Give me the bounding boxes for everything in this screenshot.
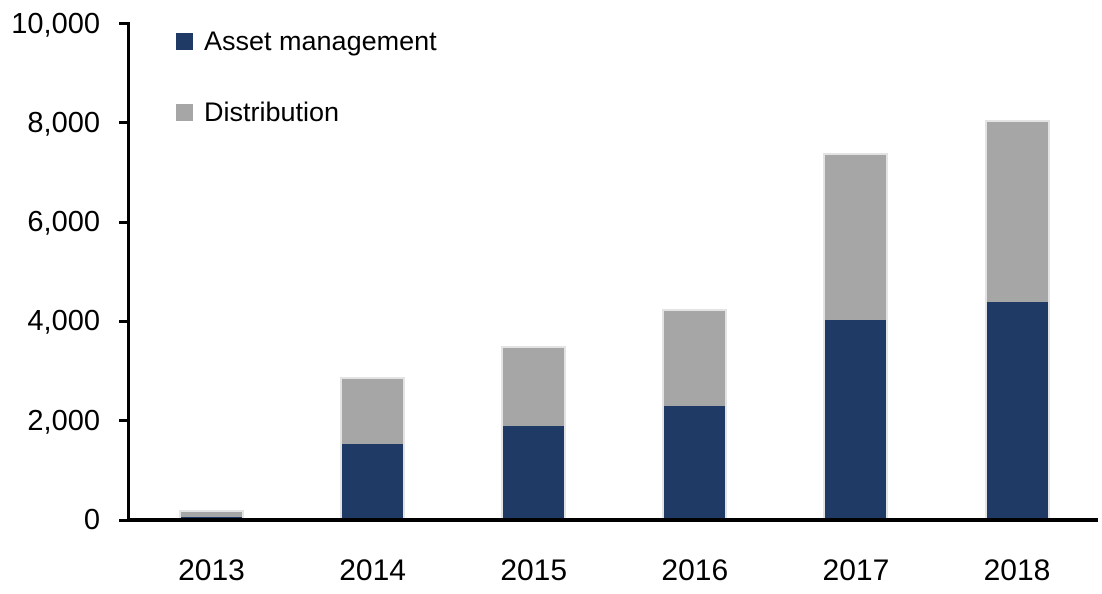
y-tick-mark — [119, 319, 130, 323]
legend-label-distribution: Distribution — [204, 96, 340, 127]
bar-2016 — [662, 308, 728, 522]
y-axis-line — [127, 22, 130, 521]
x-tick-label: 2013 — [178, 554, 245, 587]
x-tick-label: 2014 — [339, 554, 406, 587]
x-axis-line — [127, 518, 1098, 522]
y-tick-label: 2,000 — [27, 404, 100, 437]
bar-segment-distribution — [986, 122, 1048, 303]
bar-segment-asset-management — [664, 406, 726, 522]
bar-segment-distribution — [181, 512, 242, 518]
y-tick-label: 8,000 — [27, 106, 100, 139]
y-tick-mark — [119, 518, 130, 522]
y-tick-label: 10,000 — [11, 7, 100, 40]
bar-segment-asset-management — [986, 302, 1048, 522]
y-tick-mark — [119, 419, 130, 423]
bar-2015 — [501, 346, 567, 522]
bar-segment-asset-management — [825, 319, 887, 522]
x-tick-label: 2018 — [983, 554, 1051, 587]
bar-segment-distribution — [342, 379, 404, 444]
legend-item-distribution: Distribution — [176, 97, 339, 127]
bar-segment-distribution — [825, 154, 887, 320]
distribution-swatch-icon — [176, 103, 193, 121]
bar-segment-distribution — [664, 310, 726, 407]
bar-segment-distribution — [503, 348, 565, 427]
legend-label-asset-management: Asset management — [204, 25, 437, 56]
bar-segment-asset-management — [503, 426, 565, 522]
legend-item-asset-management: Asset management — [176, 26, 437, 56]
asset-management-swatch-icon — [176, 32, 193, 50]
y-tick-mark — [119, 220, 130, 224]
bar-2018 — [984, 120, 1050, 522]
bar-segment-asset-management — [342, 443, 404, 522]
x-tick-label: 2015 — [500, 554, 568, 587]
bar-2014 — [340, 377, 406, 522]
y-tick-label: 0 — [83, 504, 100, 536]
y-tick-mark — [119, 22, 130, 25]
bar-2017 — [823, 152, 889, 522]
x-tick-label: 2016 — [661, 554, 729, 587]
y-tick-mark — [119, 121, 130, 125]
y-tick-label: 6,000 — [27, 206, 100, 239]
x-tick-label: 2017 — [822, 554, 890, 587]
y-tick-label: 4,000 — [27, 305, 100, 338]
